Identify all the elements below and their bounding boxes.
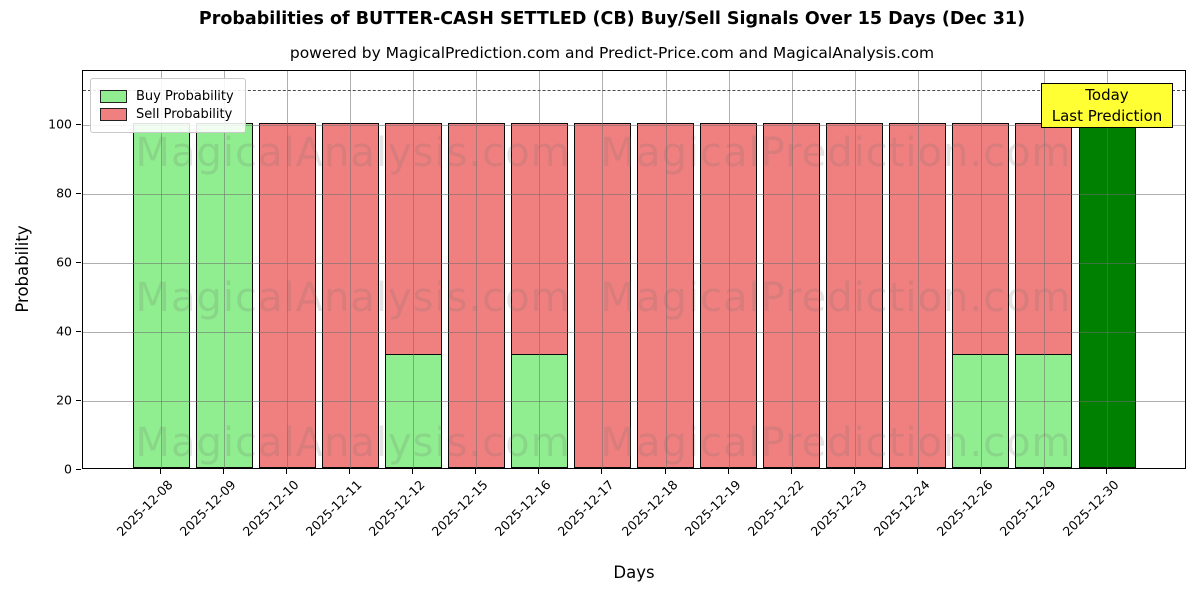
today-badge-line1: Today xyxy=(1085,86,1129,104)
y-tick-label: 0 xyxy=(64,461,72,477)
vgrid-line xyxy=(1043,71,1045,468)
legend: Buy Probability Sell Probability xyxy=(90,78,246,133)
vgrid-line xyxy=(791,71,793,468)
vgrid-line xyxy=(287,71,289,468)
y-tick-label: 40 xyxy=(56,323,72,339)
x-tick-mark xyxy=(286,469,288,474)
vgrid-line xyxy=(602,71,604,468)
y-tick-label: 20 xyxy=(56,392,72,408)
x-tick-mark xyxy=(160,469,161,474)
vgrid-line xyxy=(980,71,982,468)
x-tick-mark xyxy=(349,469,351,474)
hgrid-line xyxy=(83,331,1185,333)
x-tick-mark xyxy=(475,469,477,474)
plot-area: MagicalAnalysis.com MagicalPrediction.co… xyxy=(82,70,1186,469)
vgrid-line xyxy=(413,71,415,468)
x-axis-label: Days xyxy=(613,563,655,582)
x-tick-mark xyxy=(853,469,855,474)
x-tick-mark xyxy=(916,469,918,474)
y-tick-mark xyxy=(76,123,81,125)
y-axis-label: Probability xyxy=(13,225,32,313)
vgrid-line xyxy=(161,71,162,468)
x-tick-mark xyxy=(601,469,603,474)
x-tick-mark xyxy=(1106,469,1108,474)
x-tick-mark xyxy=(223,469,225,474)
y-tick-mark xyxy=(76,261,81,263)
vgrid-line xyxy=(728,71,730,468)
today-badge-line2: Last Prediction xyxy=(1051,106,1163,125)
legend-item-sell: Sell Probability xyxy=(100,107,234,122)
y-tick-mark xyxy=(76,469,81,470)
hgrid-line xyxy=(83,124,1185,126)
vgrid-line xyxy=(224,71,226,468)
hgrid-line xyxy=(83,262,1185,264)
vgrid-line xyxy=(917,71,919,468)
x-tick-label: 2025-12-08 xyxy=(113,477,176,539)
threshold-dashed-line xyxy=(83,90,1185,91)
x-tick-mark xyxy=(664,469,666,474)
legend-item-buy: Buy Probability xyxy=(100,89,234,104)
y-tick-mark xyxy=(76,330,81,332)
legend-label-sell: Sell Probability xyxy=(136,107,233,122)
hgrid-line xyxy=(83,400,1185,402)
vgrid-line xyxy=(350,71,352,468)
vgrid-line xyxy=(854,71,856,468)
vgrid-line xyxy=(476,71,478,468)
x-tick-mark xyxy=(412,469,414,474)
x-tick-mark xyxy=(1042,469,1044,474)
today-last-prediction-badge: Today Last Prediction xyxy=(1041,83,1173,128)
y-tick-mark xyxy=(76,192,81,194)
y-tick-label: 60 xyxy=(56,254,72,270)
x-tick-mark xyxy=(979,469,981,474)
vgrid-line xyxy=(1107,71,1109,468)
legend-label-buy: Buy Probability xyxy=(136,89,234,104)
vgrid-line xyxy=(665,71,667,468)
y-tick-mark xyxy=(76,399,81,401)
y-tick-label: 80 xyxy=(56,185,72,201)
x-tick-mark xyxy=(538,469,540,474)
sell-probability-swatch xyxy=(100,108,127,121)
hgrid-line xyxy=(83,193,1185,195)
chart-subtitle: powered by MagicalPrediction.com and Pre… xyxy=(289,44,935,62)
vgrid-line xyxy=(539,71,541,468)
x-tick-mark xyxy=(790,469,792,474)
buy-probability-swatch xyxy=(100,90,127,103)
y-tick-label: 100 xyxy=(48,116,72,132)
chart-title: Probabilities of BUTTER-CASH SETTLED (CB… xyxy=(198,9,1026,29)
x-tick-mark xyxy=(727,469,729,474)
